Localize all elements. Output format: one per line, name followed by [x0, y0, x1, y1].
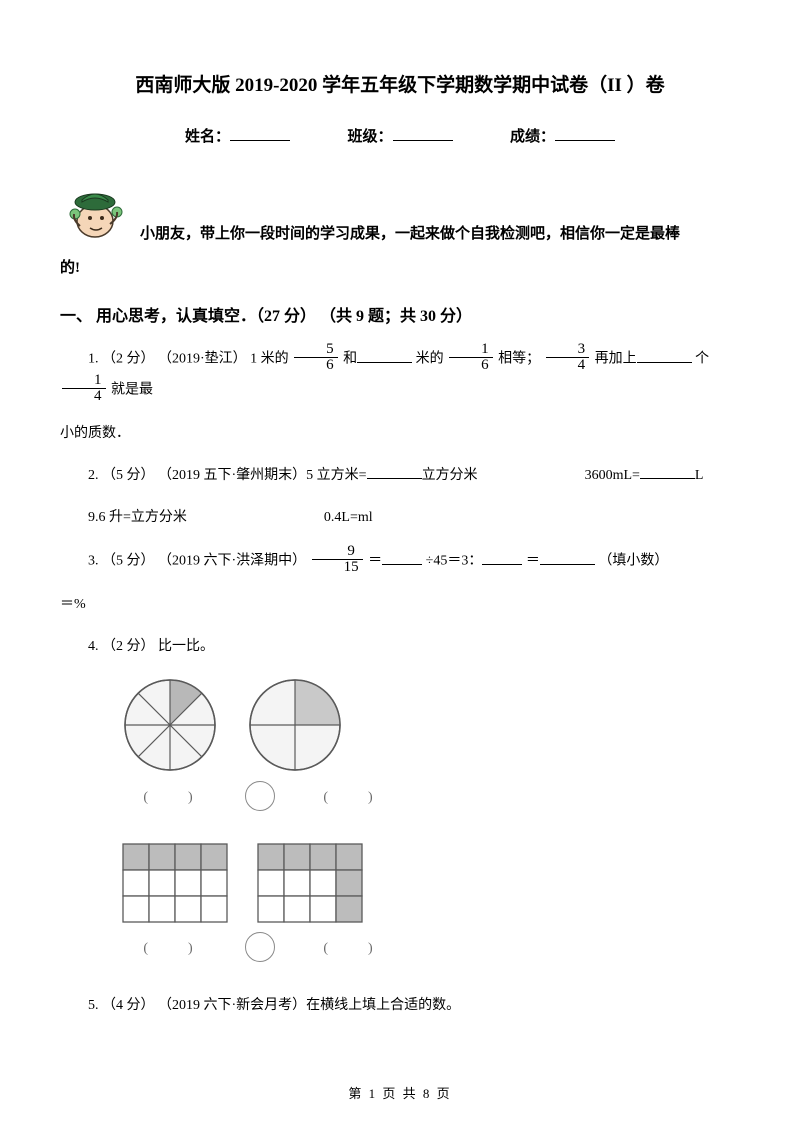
q3-text: （填小数） [598, 554, 668, 569]
q2-text: 立方分米 [131, 510, 187, 525]
q1-tail-line: 小的质数． [60, 420, 740, 448]
class-blank[interactable] [393, 127, 453, 141]
question-3: 3. （5 分） （2019 六下·洪泽期中） 915 ＝ ÷45＝3： ＝ （… [60, 546, 740, 577]
question-1: 1. （2 分） （2019·垫江） 1 米的 56 和 米的 16 相等； 3… [60, 344, 740, 406]
fraction-5-6: 56 [294, 342, 338, 373]
paren-blank[interactable]: ( ) [300, 937, 400, 957]
q3-text: 3. （5 分） （2019 六下·洪泽期中） [88, 554, 306, 569]
class-label: 班级： [347, 129, 392, 145]
q2-text: ml [358, 510, 373, 525]
figure-group-1: ( ) ( ) [120, 675, 740, 811]
name-label: 姓名： [185, 129, 230, 145]
q2-text: 立方分米 [422, 468, 478, 483]
fraction-3-4: 34 [546, 342, 590, 373]
score-blank[interactable] [555, 127, 615, 141]
mascot-icon [60, 176, 130, 246]
question-4: 4. （2 分） 比一比。 [60, 633, 740, 661]
q3-blank-1[interactable] [382, 553, 422, 565]
paren-blank[interactable]: ( ) [120, 786, 220, 806]
question-5: 5. （4 分） （2019 六下·新会月考）在横线上填上合适的数。 [60, 992, 740, 1020]
intro-row: 小朋友，带上你一段时间的学习成果，一起来做个自我检测吧，相信你一定是最棒 [60, 176, 740, 246]
compare-circle[interactable] [245, 932, 275, 962]
paren-blank[interactable]: ( ) [120, 937, 220, 957]
q3-text: ＝ [526, 554, 540, 569]
q2-text: 0.4L= [324, 510, 358, 525]
circle-8-slices [120, 675, 220, 775]
q3-text: ＝ [368, 554, 382, 569]
q1-text: 再加上 [595, 352, 637, 367]
name-blank[interactable] [230, 127, 290, 141]
q3-blank-2[interactable] [482, 553, 522, 565]
q2-text: 3600mL= [585, 468, 640, 483]
q1-blank-1[interactable] [357, 351, 412, 363]
q2-text: 2. （5 分） （2019 五下·肇州期末）5 立方米= [88, 468, 367, 483]
intro-text-line2: 的! [60, 256, 740, 277]
q1-text: 就是最 [111, 383, 153, 398]
fraction-1-6: 16 [449, 342, 493, 373]
q1-blank-2[interactable] [637, 351, 692, 363]
q2-text: 9.6 升= [88, 510, 131, 525]
q1-text: 米的 [416, 352, 444, 367]
fraction-1-4: 14 [62, 373, 106, 404]
paren-blank[interactable]: ( ) [300, 786, 400, 806]
page-title: 西南师大版 2019-2020 学年五年级下学期数学期中试卷（II ）卷 [60, 70, 740, 97]
q1-text: 和 [343, 352, 357, 367]
q1-prefix: 1. （2 分） （2019·垫江） 1 米的 [88, 352, 289, 367]
circle-4-slices [245, 675, 345, 775]
figure-group-2: ( ) ( ) [120, 841, 740, 962]
q3-blank-3[interactable] [540, 553, 595, 565]
q2-blank-2[interactable] [640, 467, 695, 479]
q3-text: % [74, 597, 86, 612]
student-info-line: 姓名： 班级： 成绩： [60, 125, 740, 146]
question-2-line2: 9.6 升=立方分米 0.4L=ml [60, 504, 740, 532]
page-footer: 第 1 页 共 8 页 [0, 1083, 800, 1102]
q1-text: 个 [695, 352, 709, 367]
q2-blank-1[interactable] [367, 467, 422, 479]
intro-text-line1: 小朋友，带上你一段时间的学习成果，一起来做个自我检测吧，相信你一定是最棒 [140, 222, 680, 246]
fraction-9-15: 915 [312, 544, 363, 575]
section-1-heading: 一、 用心思考，认真填空．（27 分） （共 9 题；共 30 分） [60, 302, 740, 326]
q2-text: L [695, 468, 704, 483]
q1-text: 相等； [498, 352, 540, 367]
question-2-line1: 2. （5 分） （2019 五下·肇州期末）5 立方米= 立方分米 3600mL… [60, 462, 740, 490]
q3-text: ÷45＝3： [426, 554, 483, 569]
grid-3x4-b [255, 841, 365, 926]
question-3-tail: ＝% [60, 591, 740, 619]
q3-text: ＝ [60, 597, 74, 612]
grid-3x4-a [120, 841, 230, 926]
compare-circle[interactable] [245, 781, 275, 811]
score-label: 成绩： [510, 129, 555, 145]
